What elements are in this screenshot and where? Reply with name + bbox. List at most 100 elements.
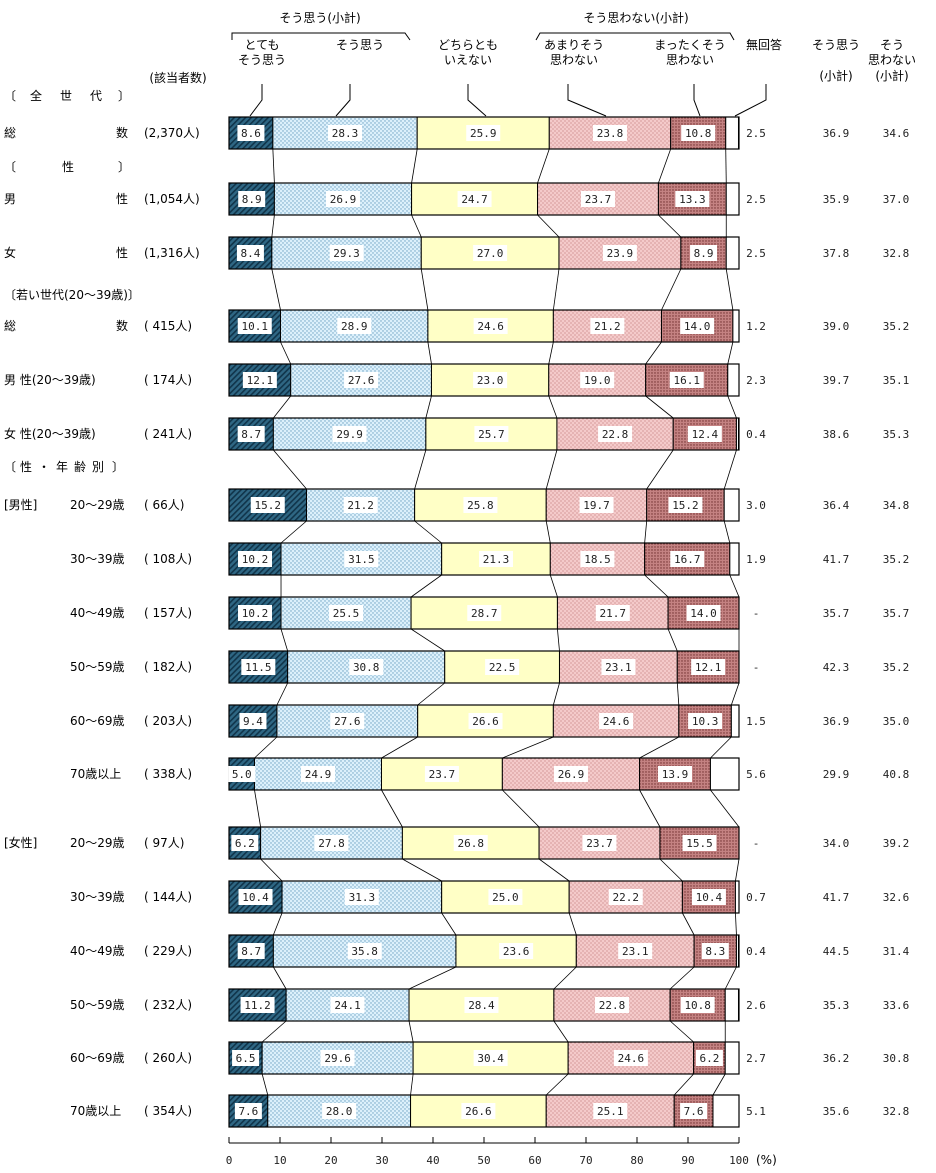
- data-label-bg: [330, 997, 365, 1013]
- header-brace-agree: [231, 32, 411, 41]
- connector-line: [272, 148, 275, 184]
- header-strongly-disagree-2: 思わない: [666, 53, 714, 67]
- data-label: 6.2: [235, 837, 255, 850]
- data-label-bg: [473, 372, 508, 388]
- no-answer-label: 5.1: [746, 1105, 766, 1118]
- data-label-bg: [328, 125, 363, 141]
- section-title-char: 別: [92, 460, 104, 474]
- data-label: 12.1: [247, 374, 274, 387]
- section-title-char: 〕: [118, 160, 130, 174]
- data-label: 28.0: [326, 1105, 353, 1118]
- data-label: 23.9: [607, 247, 634, 260]
- x-axis-tick-label: 10: [273, 1154, 286, 1167]
- connector-line: [724, 966, 737, 990]
- disagree-total-value: 39.2: [883, 837, 910, 850]
- data-label: 26.8: [457, 837, 484, 850]
- data-label-bg: [228, 766, 256, 782]
- data-label-bg: [231, 835, 259, 851]
- connector-line: [381, 789, 403, 828]
- row-count: ( 415人): [144, 319, 192, 333]
- data-label-bg: [457, 191, 492, 207]
- row-label: 70歳以上: [70, 767, 121, 781]
- pointer-agree: [335, 84, 351, 117]
- no-answer-label: 1.2: [746, 320, 766, 333]
- x-axis-tick-label: 50: [477, 1154, 490, 1167]
- bar-row: 60～69歳 ( 260人) 6.5 29.6 30.4 24.6 6.2 2.7 36.2 30…: [70, 1041, 909, 1075]
- data-label: 6.2: [699, 1052, 719, 1065]
- connector-line: [639, 789, 661, 828]
- data-label: 11.2: [244, 999, 271, 1012]
- data-label: 31.3: [349, 891, 376, 904]
- data-label-bg: [595, 605, 630, 621]
- data-label-bg: [466, 125, 501, 141]
- connector-line: [729, 574, 740, 598]
- data-label: 10.8: [685, 127, 712, 140]
- row-group-tag: [男性]: [4, 498, 37, 512]
- data-label-bg: [595, 997, 630, 1013]
- data-label-bg: [330, 713, 365, 729]
- x-axis-tick-label: 0: [226, 1154, 233, 1167]
- data-label: 30.8: [353, 661, 380, 674]
- connector-line: [273, 966, 287, 990]
- row-label: 30～39歳: [70, 890, 125, 904]
- data-label-bg: [325, 191, 360, 207]
- data-label: 28.9: [341, 320, 368, 333]
- row-count: ( 144人): [144, 890, 192, 904]
- connector-line: [658, 148, 672, 184]
- connector-line: [414, 449, 427, 490]
- data-label-bg: [344, 372, 379, 388]
- data-label-bg: [682, 835, 717, 851]
- connector-line: [417, 682, 445, 706]
- connector-line: [410, 1073, 414, 1096]
- data-label-bg: [499, 943, 534, 959]
- bar-row: 30～39歳 ( 108人) 10.2 31.5 21.3 18.5 16.7 1.9 41.7…: [70, 542, 909, 576]
- header-col-disagree-1: そう: [880, 38, 904, 52]
- connector-line: [408, 966, 457, 990]
- agree-total-value: 36.2: [823, 1052, 850, 1065]
- agree-total-value: 41.7: [823, 891, 850, 904]
- data-label: 27.6: [334, 715, 361, 728]
- bar-frame: [228, 880, 740, 914]
- row-label: 20～29歳: [70, 498, 125, 512]
- disagree-total-value: 32.8: [883, 1105, 910, 1118]
- disagree-total-value: 35.2: [883, 661, 910, 674]
- no-answer-label: 5.6: [746, 768, 766, 781]
- bar-frame: [228, 596, 740, 630]
- data-label-bg: [675, 191, 710, 207]
- header-neutral-1: どちらとも: [438, 38, 498, 52]
- data-label-bg: [242, 372, 277, 388]
- no-answer-label: 2.3: [746, 374, 766, 387]
- connector-line: [723, 449, 737, 490]
- connector-line: [410, 628, 445, 652]
- bar-no-answer: [725, 116, 739, 150]
- data-label-bg: [686, 605, 721, 621]
- data-label-bg: [241, 659, 276, 675]
- data-label: 10.4: [696, 891, 723, 904]
- row-label: 50～59歳: [70, 998, 125, 1012]
- data-label: 29.6: [324, 1052, 351, 1065]
- bar-frame: [228, 826, 740, 860]
- header-strongly-agree-1: とても: [244, 38, 279, 52]
- data-label: 21.7: [600, 607, 627, 620]
- data-label-bg: [322, 1103, 357, 1119]
- connector-line: [271, 214, 275, 238]
- bar-row: 50～59歳 ( 182人) 11.5 30.8 22.5 23.1 12.1 - 42.3 35…: [70, 650, 910, 684]
- agree-total-value: 34.0: [823, 837, 850, 850]
- data-label: 13.3: [679, 193, 706, 206]
- connector-line: [381, 736, 418, 759]
- data-label: 15.2: [255, 499, 282, 512]
- bar-frame: [228, 488, 740, 522]
- data-label-bg: [691, 889, 726, 905]
- connector-line: [553, 1020, 569, 1043]
- connector-line: [725, 268, 734, 311]
- connector-line: [645, 395, 674, 419]
- connector-line: [441, 912, 457, 936]
- connector-line: [276, 682, 289, 706]
- connector-line: [410, 574, 442, 598]
- data-label-bg: [237, 426, 265, 442]
- row-label: 女: [4, 245, 16, 260]
- data-label-bg: [473, 318, 508, 334]
- connector-line: [730, 682, 740, 706]
- connector-line: [273, 449, 307, 490]
- data-label: 21.2: [594, 320, 621, 333]
